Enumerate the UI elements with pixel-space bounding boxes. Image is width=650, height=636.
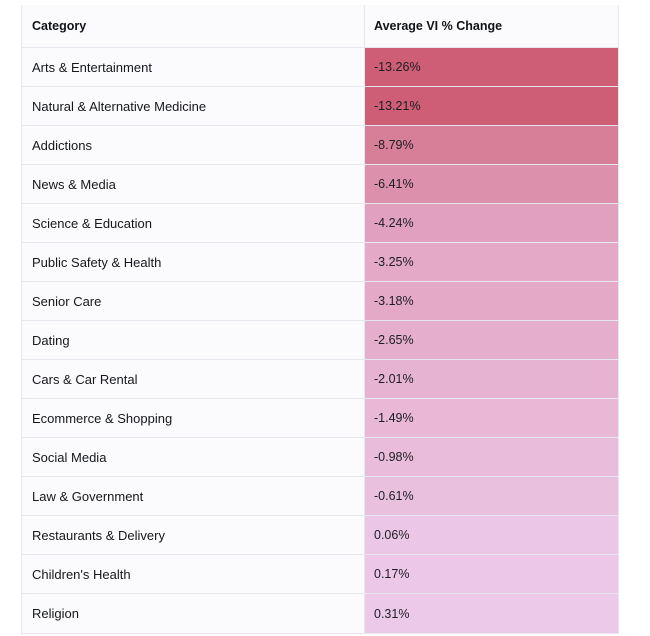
value-cell: 0.06% xyxy=(365,516,618,554)
header-average-vi-change: Average VI % Change xyxy=(365,5,618,47)
value-cell: 0.17% xyxy=(365,555,618,593)
table-row: Children's Health 0.17% xyxy=(22,555,618,594)
value-cell: -3.18% xyxy=(365,282,618,320)
category-cell: Arts & Entertainment xyxy=(22,48,365,86)
value-cell: -2.01% xyxy=(365,360,618,398)
table-row: Social Media -0.98% xyxy=(22,438,618,477)
table-row: Natural & Alternative Medicine -13.21% xyxy=(22,87,618,126)
table-row: Arts & Entertainment -13.26% xyxy=(22,48,618,87)
value-cell: 0.31% xyxy=(365,594,618,633)
value-cell: -13.26% xyxy=(365,48,618,86)
category-cell: Dating xyxy=(22,321,365,359)
value-cell: -4.24% xyxy=(365,204,618,242)
value-cell: -1.49% xyxy=(365,399,618,437)
table-row: News & Media -6.41% xyxy=(22,165,618,204)
category-cell: Restaurants & Delivery xyxy=(22,516,365,554)
table-row: Science & Education -4.24% xyxy=(22,204,618,243)
table-row: Senior Care -3.18% xyxy=(22,282,618,321)
table-row: Religion 0.31% xyxy=(22,594,618,633)
category-cell: Ecommerce & Shopping xyxy=(22,399,365,437)
category-cell: Senior Care xyxy=(22,282,365,320)
table-body: Arts & Entertainment -13.26% Natural & Alt… xyxy=(22,48,618,633)
table-row: Addictions -8.79% xyxy=(22,126,618,165)
category-cell: Cars & Car Rental xyxy=(22,360,365,398)
value-cell: -13.21% xyxy=(365,87,618,125)
value-cell: -8.79% xyxy=(365,126,618,164)
value-cell: -6.41% xyxy=(365,165,618,203)
category-cell: Public Safety & Health xyxy=(22,243,365,281)
value-cell: -0.98% xyxy=(365,438,618,476)
category-cell: News & Media xyxy=(22,165,365,203)
category-cell: Law & Government xyxy=(22,477,365,515)
table-row: Law & Government -0.61% xyxy=(22,477,618,516)
data-table: Category Average VI % Change Arts & Ente… xyxy=(21,5,619,634)
table-header-row: Category Average VI % Change xyxy=(22,5,618,48)
category-cell: Addictions xyxy=(22,126,365,164)
header-category: Category xyxy=(22,5,365,47)
table-row: Ecommerce & Shopping -1.49% xyxy=(22,399,618,438)
value-cell: -2.65% xyxy=(365,321,618,359)
category-cell: Science & Education xyxy=(22,204,365,242)
category-cell: Religion xyxy=(22,594,365,633)
category-cell: Natural & Alternative Medicine xyxy=(22,87,365,125)
category-cell: Social Media xyxy=(22,438,365,476)
value-cell: -0.61% xyxy=(365,477,618,515)
table-row: Dating -2.65% xyxy=(22,321,618,360)
table-row: Restaurants & Delivery 0.06% xyxy=(22,516,618,555)
table-row: Public Safety & Health -3.25% xyxy=(22,243,618,282)
table-row: Cars & Car Rental -2.01% xyxy=(22,360,618,399)
category-cell: Children's Health xyxy=(22,555,365,593)
value-cell: -3.25% xyxy=(365,243,618,281)
